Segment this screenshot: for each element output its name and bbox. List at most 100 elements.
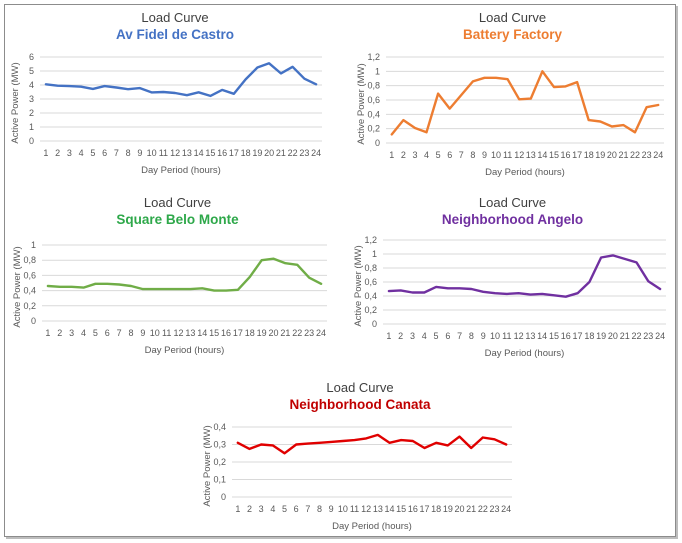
x-tick-label: 2: [57, 328, 62, 338]
x-tick-label: 1: [45, 328, 50, 338]
x-tick-label: 8: [317, 504, 322, 514]
x-tick-label: 8: [129, 328, 134, 338]
x-tick-label: 19: [252, 148, 262, 158]
x-tick-label: 6: [102, 148, 107, 158]
x-tick-label: 19: [257, 328, 267, 338]
x-tick-label: 22: [630, 150, 640, 160]
y-tick-label: 0,2: [23, 301, 36, 311]
chart-title: Load Curve: [144, 195, 211, 210]
x-tick-label: 12: [170, 148, 180, 158]
x-tick-label: 4: [422, 331, 427, 341]
y-tick-label: 0: [372, 319, 377, 329]
x-tick-label: 9: [481, 331, 486, 341]
y-tick-label: 0,6: [23, 270, 36, 280]
y-tick-label: 3: [29, 94, 34, 104]
x-tick-label: 17: [229, 148, 239, 158]
y-tick-label: 2: [29, 108, 34, 118]
x-tick-label: 24: [653, 150, 663, 160]
x-tick-label: 12: [514, 331, 524, 341]
x-tick-label: 24: [655, 331, 665, 341]
y-tick-label: 0,8: [23, 255, 36, 265]
x-tick-label: 20: [269, 328, 279, 338]
y-tick-label: 1: [372, 249, 377, 259]
x-tick-label: 6: [294, 504, 299, 514]
x-tick-label: 18: [431, 504, 441, 514]
y-tick-label: 1,2: [364, 235, 377, 245]
x-tick-label: 19: [596, 331, 606, 341]
series-line: [44, 62, 318, 98]
x-axis-label: Day Period (hours): [145, 345, 225, 356]
x-tick-label: 20: [608, 331, 618, 341]
y-tick-label: 6: [29, 52, 34, 62]
x-tick-label: 20: [454, 504, 464, 514]
x-tick-label: 4: [424, 150, 429, 160]
y-tick-label: 1: [31, 240, 36, 250]
y-tick-label: 0,8: [364, 263, 377, 273]
figure-frame: [4, 4, 676, 537]
x-tick-label: 10: [147, 148, 157, 158]
x-tick-label: 23: [642, 150, 652, 160]
x-tick-label: 18: [241, 148, 251, 158]
x-tick-label: 14: [384, 504, 394, 514]
x-tick-label: 11: [350, 504, 359, 514]
y-axis-label: Active Power (MW): [353, 245, 364, 326]
x-axis-label: Day Period (hours): [332, 521, 412, 532]
x-tick-label: 7: [114, 148, 119, 158]
y-tick-label: 1,2: [367, 52, 380, 62]
y-tick-label: 0,3: [213, 440, 226, 450]
x-tick-label: 16: [217, 148, 227, 158]
x-tick-label: 12: [174, 328, 184, 338]
x-tick-label: 23: [643, 331, 653, 341]
x-tick-label: 3: [69, 328, 74, 338]
x-tick-label: 11: [162, 328, 171, 338]
x-tick-label: 14: [537, 150, 547, 160]
figure-shadow: [6, 6, 678, 539]
x-tick-label: 10: [150, 328, 160, 338]
x-tick-label: 5: [436, 150, 441, 160]
chart-subtitle: Square Belo Monte: [116, 212, 239, 227]
y-tick-label: 0,2: [367, 124, 380, 134]
series-line: [236, 433, 508, 455]
x-tick-label: 3: [412, 150, 417, 160]
x-axis-label: Day Period (hours): [485, 167, 565, 178]
y-tick-label: 0: [375, 138, 380, 148]
x-tick-label: 23: [489, 504, 499, 514]
x-tick-label: 13: [182, 148, 192, 158]
x-tick-label: 7: [117, 328, 122, 338]
x-tick-label: 1: [386, 331, 391, 341]
x-tick-label: 5: [282, 504, 287, 514]
x-tick-label: 11: [159, 148, 168, 158]
x-tick-label: 15: [549, 150, 559, 160]
x-tick-label: 8: [470, 150, 475, 160]
x-tick-label: 22: [292, 328, 302, 338]
x-tick-label: 4: [270, 504, 275, 514]
series-line: [390, 70, 660, 136]
x-tick-label: 22: [478, 504, 488, 514]
x-tick-label: 6: [447, 150, 452, 160]
x-tick-label: 18: [584, 150, 594, 160]
x-tick-label: 10: [338, 504, 348, 514]
x-tick-label: 15: [396, 504, 406, 514]
x-tick-label: 9: [137, 148, 142, 158]
x-tick-label: 21: [466, 504, 476, 514]
x-tick-label: 16: [408, 504, 418, 514]
x-tick-label: 1: [43, 148, 48, 158]
x-tick-label: 7: [305, 504, 310, 514]
x-tick-label: 17: [572, 150, 582, 160]
x-tick-label: 9: [329, 504, 334, 514]
x-tick-label: 12: [514, 150, 524, 160]
chart-title: Load Curve: [141, 10, 208, 25]
y-axis-label: Active Power (MW): [356, 63, 367, 144]
x-tick-label: 13: [185, 328, 195, 338]
x-tick-label: 13: [373, 504, 383, 514]
x-tick-label: 7: [457, 331, 462, 341]
x-tick-label: 16: [561, 331, 571, 341]
x-tick-label: 19: [595, 150, 605, 160]
x-tick-label: 15: [205, 148, 215, 158]
x-tick-label: 3: [410, 331, 415, 341]
x-tick-label: 6: [445, 331, 450, 341]
